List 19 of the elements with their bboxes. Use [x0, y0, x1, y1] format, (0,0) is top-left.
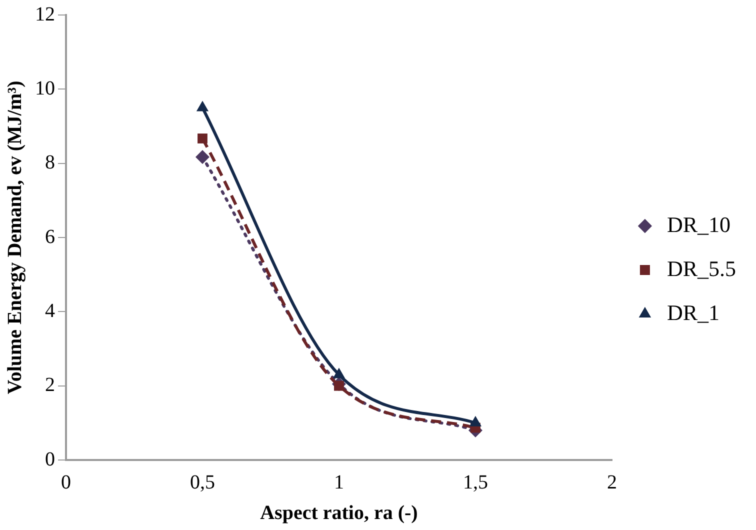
legend-label: DR_10	[666, 212, 730, 237]
legend-label: DR_5.5	[666, 256, 736, 281]
y-tick-label: 10	[35, 77, 55, 100]
x-tick-label: 2	[606, 471, 617, 494]
x-axis-title: Aspect ratio, ra (-)	[260, 502, 418, 524]
x-tick-label: 0	[61, 471, 71, 494]
x-tick-label: 1,5	[462, 471, 488, 494]
y-tick-label: 8	[45, 152, 55, 174]
x-tick-label: 0,5	[190, 471, 215, 494]
y-tick-label: 6	[45, 226, 55, 248]
y-tick-label: 2	[45, 374, 55, 396]
point	[198, 134, 208, 144]
y-tick-label: 12	[35, 3, 55, 26]
point	[195, 150, 210, 164]
x-tick-label: 1	[334, 471, 344, 494]
y-axis-title: Volume Energy Demand, ev (MJ/m³)	[4, 80, 26, 394]
y-tick-label: 0	[45, 448, 55, 470]
y-tick-label: 4	[45, 300, 55, 322]
legend-label: DR_1	[666, 300, 720, 325]
